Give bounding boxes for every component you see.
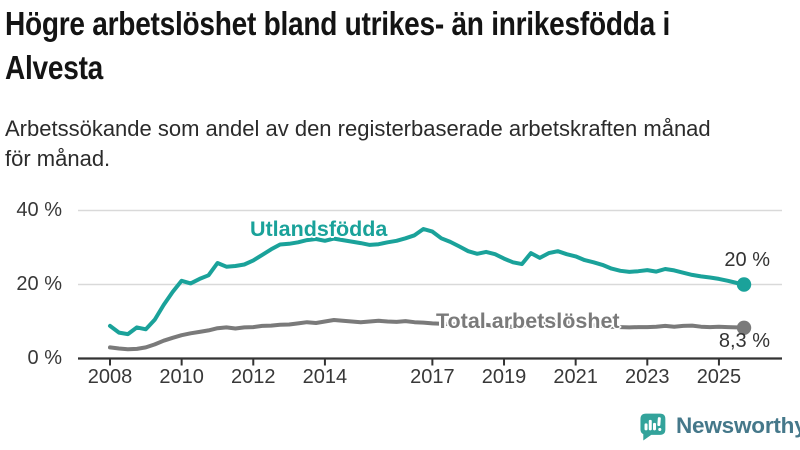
series-line-1 [108, 318, 746, 352]
newsworthy-wordmark: Newsworthy [676, 413, 800, 438]
x-axis-label: 2012 [231, 366, 276, 388]
series-end-dot-1 [736, 320, 752, 335]
y-axis-label: 0 % [27, 346, 62, 369]
series-label-utlandsfodda: Utlandsfödda [250, 217, 388, 241]
x-axis-label: 2019 [481, 366, 527, 388]
newsworthy-logo: Newsworthy [638, 411, 800, 441]
x-axis-label: 2023 [625, 366, 670, 388]
exclamation-dot [658, 428, 662, 432]
page-title: Högre arbetslöshet bland utrikes- än inr… [5, 2, 800, 89]
series-line-0 [108, 227, 746, 337]
subtitle-line-2: för månad. [5, 146, 111, 172]
x-axis-label: 2014 [302, 366, 348, 388]
page-subtitle: Arbetssökande som andel av den registerb… [5, 114, 795, 175]
x-axis-label: 2021 [553, 366, 598, 388]
y-axis-label: 40 % [16, 198, 62, 221]
title-line-2: Alvesta [5, 48, 104, 86]
newsworthy-icon [640, 413, 666, 441]
y-axis-label: 20 % [16, 272, 62, 295]
x-axis-label: 2025 [696, 366, 742, 388]
title-line-1: Högre arbetslöshet bland utrikes- än inr… [5, 5, 671, 42]
speech-bubble-shape [640, 413, 666, 441]
subtitle-line-1: Arbetssökande som andel av den registerb… [5, 116, 711, 141]
x-axis-label: 2010 [159, 366, 204, 388]
series-end-dot-0 [736, 277, 752, 292]
x-axis-label: 2008 [87, 366, 133, 388]
series-label-total-arbetsloshet: Total arbetslöshet [436, 309, 620, 333]
exclamation-bar [657, 417, 661, 427]
end-value-label-total: 8,3 % [718, 330, 770, 352]
bar-chart-glyph [644, 417, 662, 432]
end-value-label-utlandsfodda: 20 % [724, 249, 770, 271]
x-axis-label: 2017 [410, 366, 455, 388]
